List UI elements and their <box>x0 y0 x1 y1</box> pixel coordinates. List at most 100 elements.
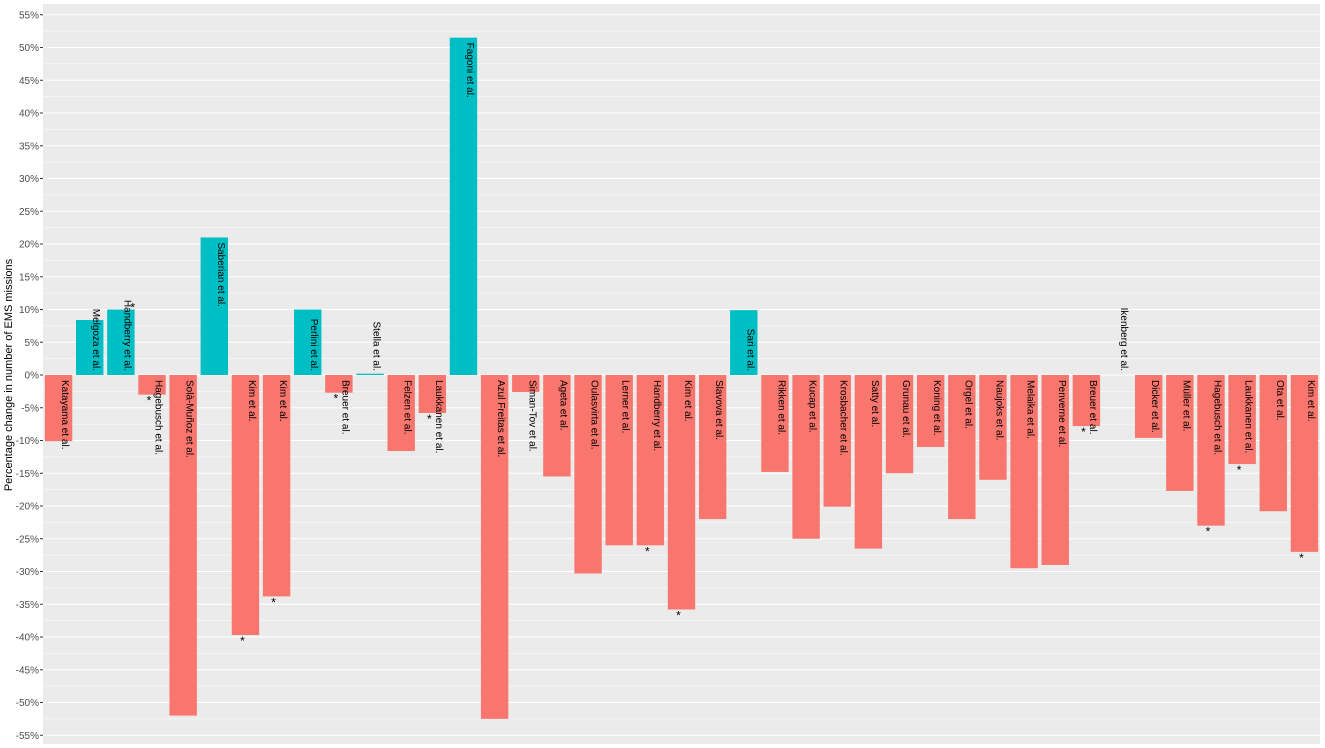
bar <box>449 37 478 376</box>
bar-label: Hagebusch et al. <box>153 380 164 455</box>
significance-marker: * <box>1206 525 1211 539</box>
bar-label: Ageta et al. <box>557 380 568 431</box>
bar <box>730 310 758 375</box>
bar <box>512 375 540 393</box>
y-tick-label: -15% <box>16 469 39 480</box>
bar-label: Siman-Tov et al. <box>526 380 537 452</box>
bar-label: Oulasvirta et al. <box>589 380 600 449</box>
y-tick-label: -35% <box>16 600 39 611</box>
bar-label: Breuer et al. <box>1087 380 1098 434</box>
bar <box>979 375 1007 480</box>
bar-label: Kim et al. <box>246 380 257 422</box>
bar-label: Perlini et al. <box>308 319 319 371</box>
bar <box>325 375 353 393</box>
bar-label: Melaika et al. <box>1025 380 1036 439</box>
bar <box>1134 375 1163 438</box>
bar <box>76 319 104 375</box>
y-tick-label: 50% <box>19 43 39 54</box>
bar-label: Solà-Muñoz et al. <box>184 380 195 458</box>
y-tick-label: -5% <box>21 403 39 414</box>
bar-label: Melgoza et al. <box>90 309 101 371</box>
y-tick-label: -20% <box>16 502 39 513</box>
bar <box>854 375 883 549</box>
bar <box>138 375 166 395</box>
y-tick-label: 55% <box>19 10 39 21</box>
bar-label: Penverne et al. <box>1056 380 1067 447</box>
y-tick-label: 5% <box>25 338 40 349</box>
significance-marker: * <box>676 608 681 622</box>
significance-marker: * <box>271 595 276 609</box>
y-tick-label: -10% <box>16 436 39 447</box>
y-axis-label: Percentage change in number of EMS missi… <box>3 258 15 491</box>
bar-label: Sari et al. <box>744 329 755 371</box>
bar-label: Breuer et al. <box>339 380 350 434</box>
bar-label: Azul Freitas et al. <box>495 380 506 457</box>
bar <box>574 375 602 574</box>
significance-marker: * <box>334 392 339 406</box>
significance-marker: * <box>147 394 152 408</box>
y-tick-label: 15% <box>19 272 39 283</box>
bar <box>1197 375 1225 526</box>
y-tick-label: 25% <box>19 207 39 218</box>
bar <box>1228 375 1256 465</box>
y-tick-label: -25% <box>16 534 39 545</box>
bar-label: Müller et al. <box>1180 380 1191 432</box>
bar <box>262 375 291 597</box>
bar <box>200 237 229 375</box>
bar-label: Felzen et al. <box>402 380 413 434</box>
bar <box>169 375 197 716</box>
bar <box>916 375 945 448</box>
y-axis-ticks: 55% 50% 45% 40% 35% 30% 25% 20% 15% 10% 5% 0% -5% -10… <box>16 10 43 742</box>
bar <box>418 375 447 413</box>
y-tick-label: 45% <box>19 76 39 87</box>
bar <box>480 375 509 719</box>
bar-label: Satty et al. <box>869 380 880 427</box>
y-tick-label: 40% <box>19 109 39 120</box>
y-tick-label: -50% <box>16 698 39 709</box>
bar-label: Stella et al. <box>371 322 382 371</box>
bar <box>231 375 260 636</box>
bar <box>667 375 696 610</box>
bar <box>543 375 571 477</box>
bar-label: Kim et al. <box>682 380 693 422</box>
bar-label: Lerner et al. <box>620 380 631 433</box>
bar <box>356 373 384 375</box>
y-tick-label: -40% <box>16 633 39 644</box>
y-tick-label: 35% <box>19 141 39 152</box>
bar <box>1290 375 1319 552</box>
y-tick-label: 30% <box>19 174 39 185</box>
significance-marker: * <box>240 634 245 648</box>
bar <box>387 375 415 451</box>
bar <box>294 309 322 375</box>
bar <box>1072 375 1101 427</box>
bar-label: Handberry et al. <box>121 300 132 371</box>
bar-label: Naujoks et al. <box>993 380 1004 441</box>
significance-marker: * <box>1299 551 1304 565</box>
significance-marker: * <box>1081 425 1086 439</box>
bar <box>761 375 789 472</box>
bar-label: Grunau et al. <box>900 380 911 438</box>
y-tick-label: 20% <box>19 240 39 251</box>
bar-label: Ikenberg et al. <box>1118 308 1129 371</box>
bar <box>636 375 665 546</box>
bar-label: Fagoni et al. <box>464 43 475 98</box>
bar <box>44 375 73 442</box>
bar <box>823 375 851 507</box>
bar <box>885 375 914 474</box>
bar-label: Orgel et al. <box>962 380 973 429</box>
bar-label: Kim et al. <box>1305 380 1316 422</box>
bar <box>1259 375 1287 512</box>
y-tick-label: -55% <box>16 731 39 742</box>
significance-marker: * <box>645 544 650 558</box>
y-tick-label: -30% <box>16 567 39 578</box>
bar <box>1041 375 1069 565</box>
bar-labels: Katayama et al. Melgoza et al. Handberry e… <box>59 43 1316 648</box>
bar <box>1166 375 1194 491</box>
bar-label: Saberian et al. <box>215 242 226 307</box>
bar <box>605 375 633 546</box>
grid-lines <box>43 14 1320 736</box>
bars <box>44 37 1319 719</box>
bar-label: Kucap et al. <box>807 380 818 433</box>
bar-label: Koning et al. <box>931 380 942 436</box>
